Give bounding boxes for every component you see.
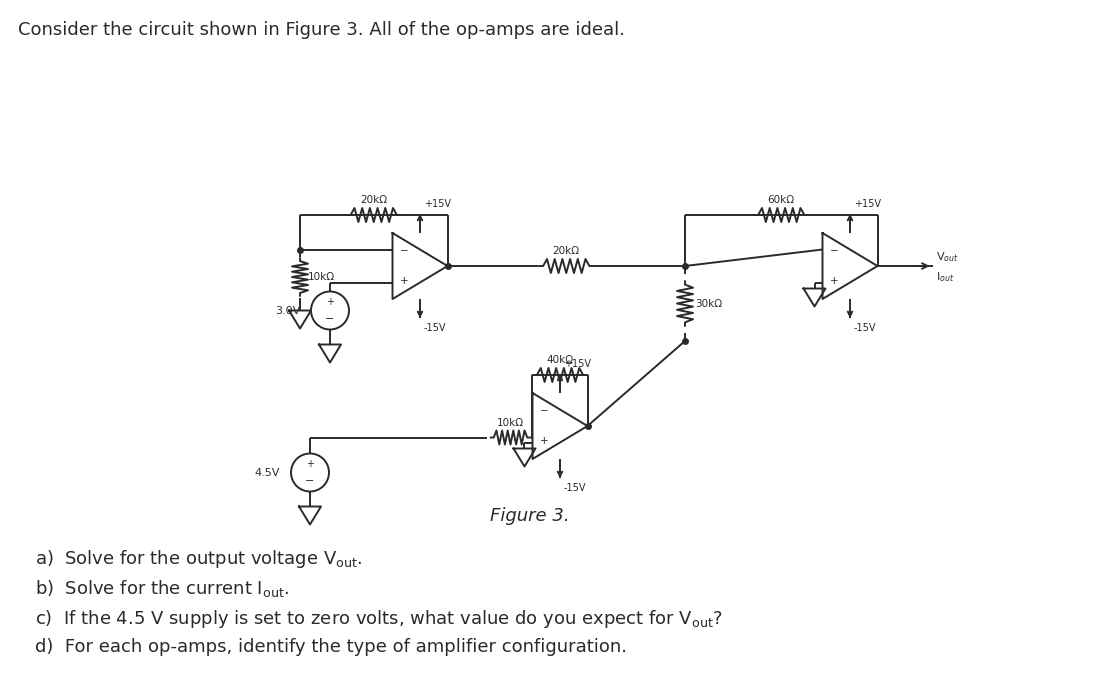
Text: −: − [400,246,409,256]
Text: -15V: -15V [564,483,587,493]
Text: +: + [306,459,314,469]
Text: −: − [540,406,549,416]
Text: -15V: -15V [424,323,447,333]
Text: 10kΩ: 10kΩ [497,418,524,427]
Text: −: − [325,314,335,324]
Text: V$_{out}$: V$_{out}$ [936,250,959,264]
Text: b)  Solve for the current I$_{\rm out}$.: b) Solve for the current I$_{\rm out}$. [35,578,289,599]
Text: 20kΩ: 20kΩ [552,246,580,256]
Text: +: + [326,297,334,307]
Text: 60kΩ: 60kΩ [767,195,795,205]
Text: -15V: -15V [853,323,877,333]
Text: I$_{out}$: I$_{out}$ [936,270,955,284]
Text: 30kΩ: 30kΩ [696,299,722,308]
Text: 20kΩ: 20kΩ [361,195,388,205]
Text: a)  Solve for the output voltage V$_{\rm out}$.: a) Solve for the output voltage V$_{\rm … [35,548,363,570]
Text: 40kΩ: 40kΩ [547,355,573,365]
Text: +: + [400,276,408,286]
Text: 4.5V: 4.5V [254,468,280,477]
Text: +: + [540,436,548,446]
Text: +15V: +15V [853,199,881,209]
Text: 3.0V: 3.0V [274,306,300,316]
Text: 10kΩ: 10kΩ [308,272,335,282]
Text: d)  For each op-amps, identify the type of amplifier configuration.: d) For each op-amps, identify the type o… [35,638,627,656]
Text: +15V: +15V [564,359,591,369]
Text: c)  If the 4.5 V supply is set to zero volts, what value do you expect for V$_{\: c) If the 4.5 V supply is set to zero vo… [35,608,722,630]
Text: −: − [306,476,315,486]
Text: +: + [830,276,838,286]
Text: +15V: +15V [424,199,451,209]
Text: −: − [830,246,838,256]
Text: Consider the circuit shown in Figure 3. All of the op-amps are ideal.: Consider the circuit shown in Figure 3. … [18,21,625,39]
Text: Figure 3.: Figure 3. [491,507,570,525]
